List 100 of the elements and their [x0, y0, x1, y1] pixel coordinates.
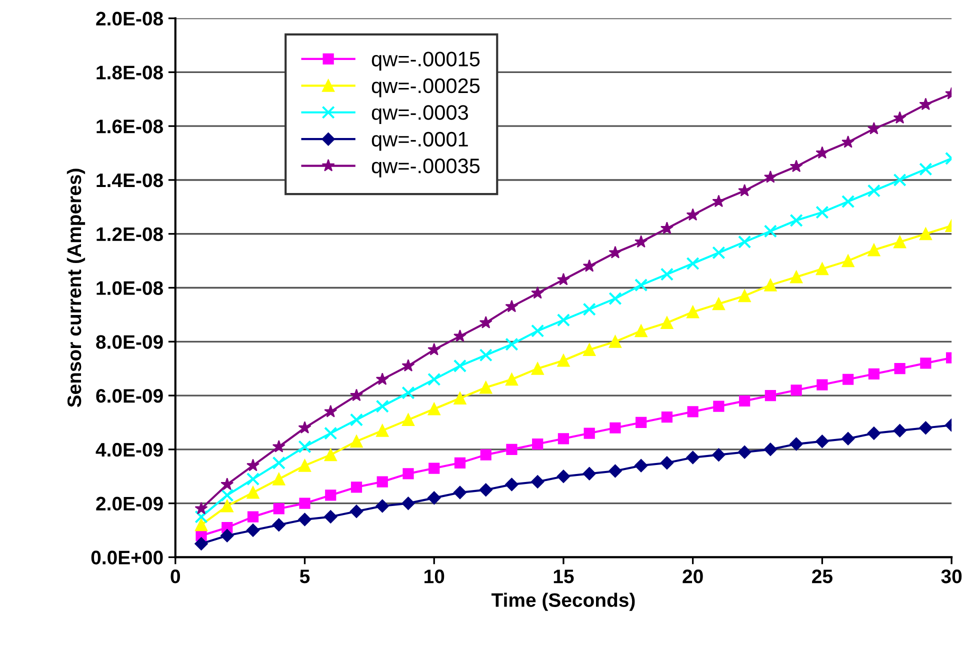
point [712, 194, 726, 208]
point [324, 404, 338, 418]
point [376, 476, 388, 488]
point [453, 329, 466, 342]
point [428, 402, 440, 416]
point [582, 259, 596, 272]
y-tick-label: 1.2E-08 [96, 227, 163, 242]
point [712, 246, 726, 260]
x-tick-label: 0 [170, 570, 180, 584]
point [272, 472, 286, 486]
point [454, 392, 466, 404]
point [790, 384, 802, 396]
point [686, 256, 700, 270]
point [506, 444, 518, 455]
point [298, 459, 311, 472]
point [428, 462, 440, 474]
point [608, 246, 622, 258]
point [272, 456, 286, 470]
point [402, 386, 415, 400]
point [325, 490, 336, 501]
point [790, 270, 803, 284]
point [634, 324, 648, 338]
point [428, 491, 441, 505]
point [867, 184, 881, 198]
point [868, 244, 880, 256]
y-axis-title: Sensor current (Amperes) [66, 168, 86, 408]
point [350, 388, 363, 402]
y-tick-label: 1.0E-08 [96, 281, 163, 295]
point [634, 459, 648, 472]
point [738, 184, 752, 196]
point [608, 335, 622, 348]
point [893, 111, 906, 124]
point [634, 235, 648, 248]
point [634, 278, 648, 292]
point [584, 428, 595, 439]
point [868, 368, 880, 380]
point [402, 496, 415, 510]
point [246, 524, 260, 537]
point [531, 324, 544, 338]
point [505, 338, 518, 351]
x-tick-label: 20 [682, 570, 703, 584]
point [531, 286, 544, 299]
point [842, 135, 855, 148]
point [867, 426, 881, 440]
point [558, 433, 570, 444]
legend-label: qw=-.0001 [372, 132, 468, 151]
point [556, 272, 570, 286]
point [713, 400, 724, 412]
point [220, 500, 234, 512]
point [402, 359, 415, 372]
point [453, 359, 467, 372]
point [790, 160, 803, 172]
point [350, 482, 362, 493]
point [867, 122, 880, 134]
point [660, 456, 674, 470]
x-tick-label: 15 [554, 570, 574, 584]
point [531, 475, 544, 488]
point [480, 381, 492, 394]
point [298, 421, 312, 434]
y-tick-label: 2.0E-08 [96, 12, 163, 26]
point [841, 194, 855, 208]
point [764, 278, 777, 292]
point [246, 472, 260, 486]
point [764, 224, 778, 238]
x-axis-title: Time (Seconds) [491, 592, 635, 611]
point [582, 302, 596, 316]
point [764, 442, 778, 456]
point [608, 464, 622, 478]
legend-label: qw=-.00025 [372, 78, 480, 98]
point [479, 483, 492, 496]
point [636, 416, 647, 428]
point [764, 390, 776, 402]
point [350, 504, 364, 518]
point [505, 373, 518, 386]
point [660, 268, 674, 281]
point [246, 486, 260, 499]
point [841, 432, 855, 446]
y-tick-label: 2.0E-09 [96, 496, 163, 511]
point [686, 208, 700, 221]
point [816, 262, 828, 276]
point [220, 478, 234, 490]
point [712, 298, 725, 310]
point [608, 292, 622, 306]
point [220, 488, 234, 502]
point [738, 235, 752, 249]
point [376, 400, 389, 413]
x-tick-label: 10 [424, 570, 444, 584]
point [816, 379, 828, 390]
point [661, 412, 673, 423]
point [195, 518, 208, 532]
y-tick-label: 4.0E-09 [96, 442, 163, 457]
point [247, 511, 259, 522]
point [505, 478, 518, 492]
point [893, 424, 906, 438]
point [919, 421, 932, 434]
point [738, 446, 752, 459]
point [894, 363, 906, 374]
point [194, 502, 208, 514]
point [299, 498, 310, 509]
point [790, 214, 803, 227]
